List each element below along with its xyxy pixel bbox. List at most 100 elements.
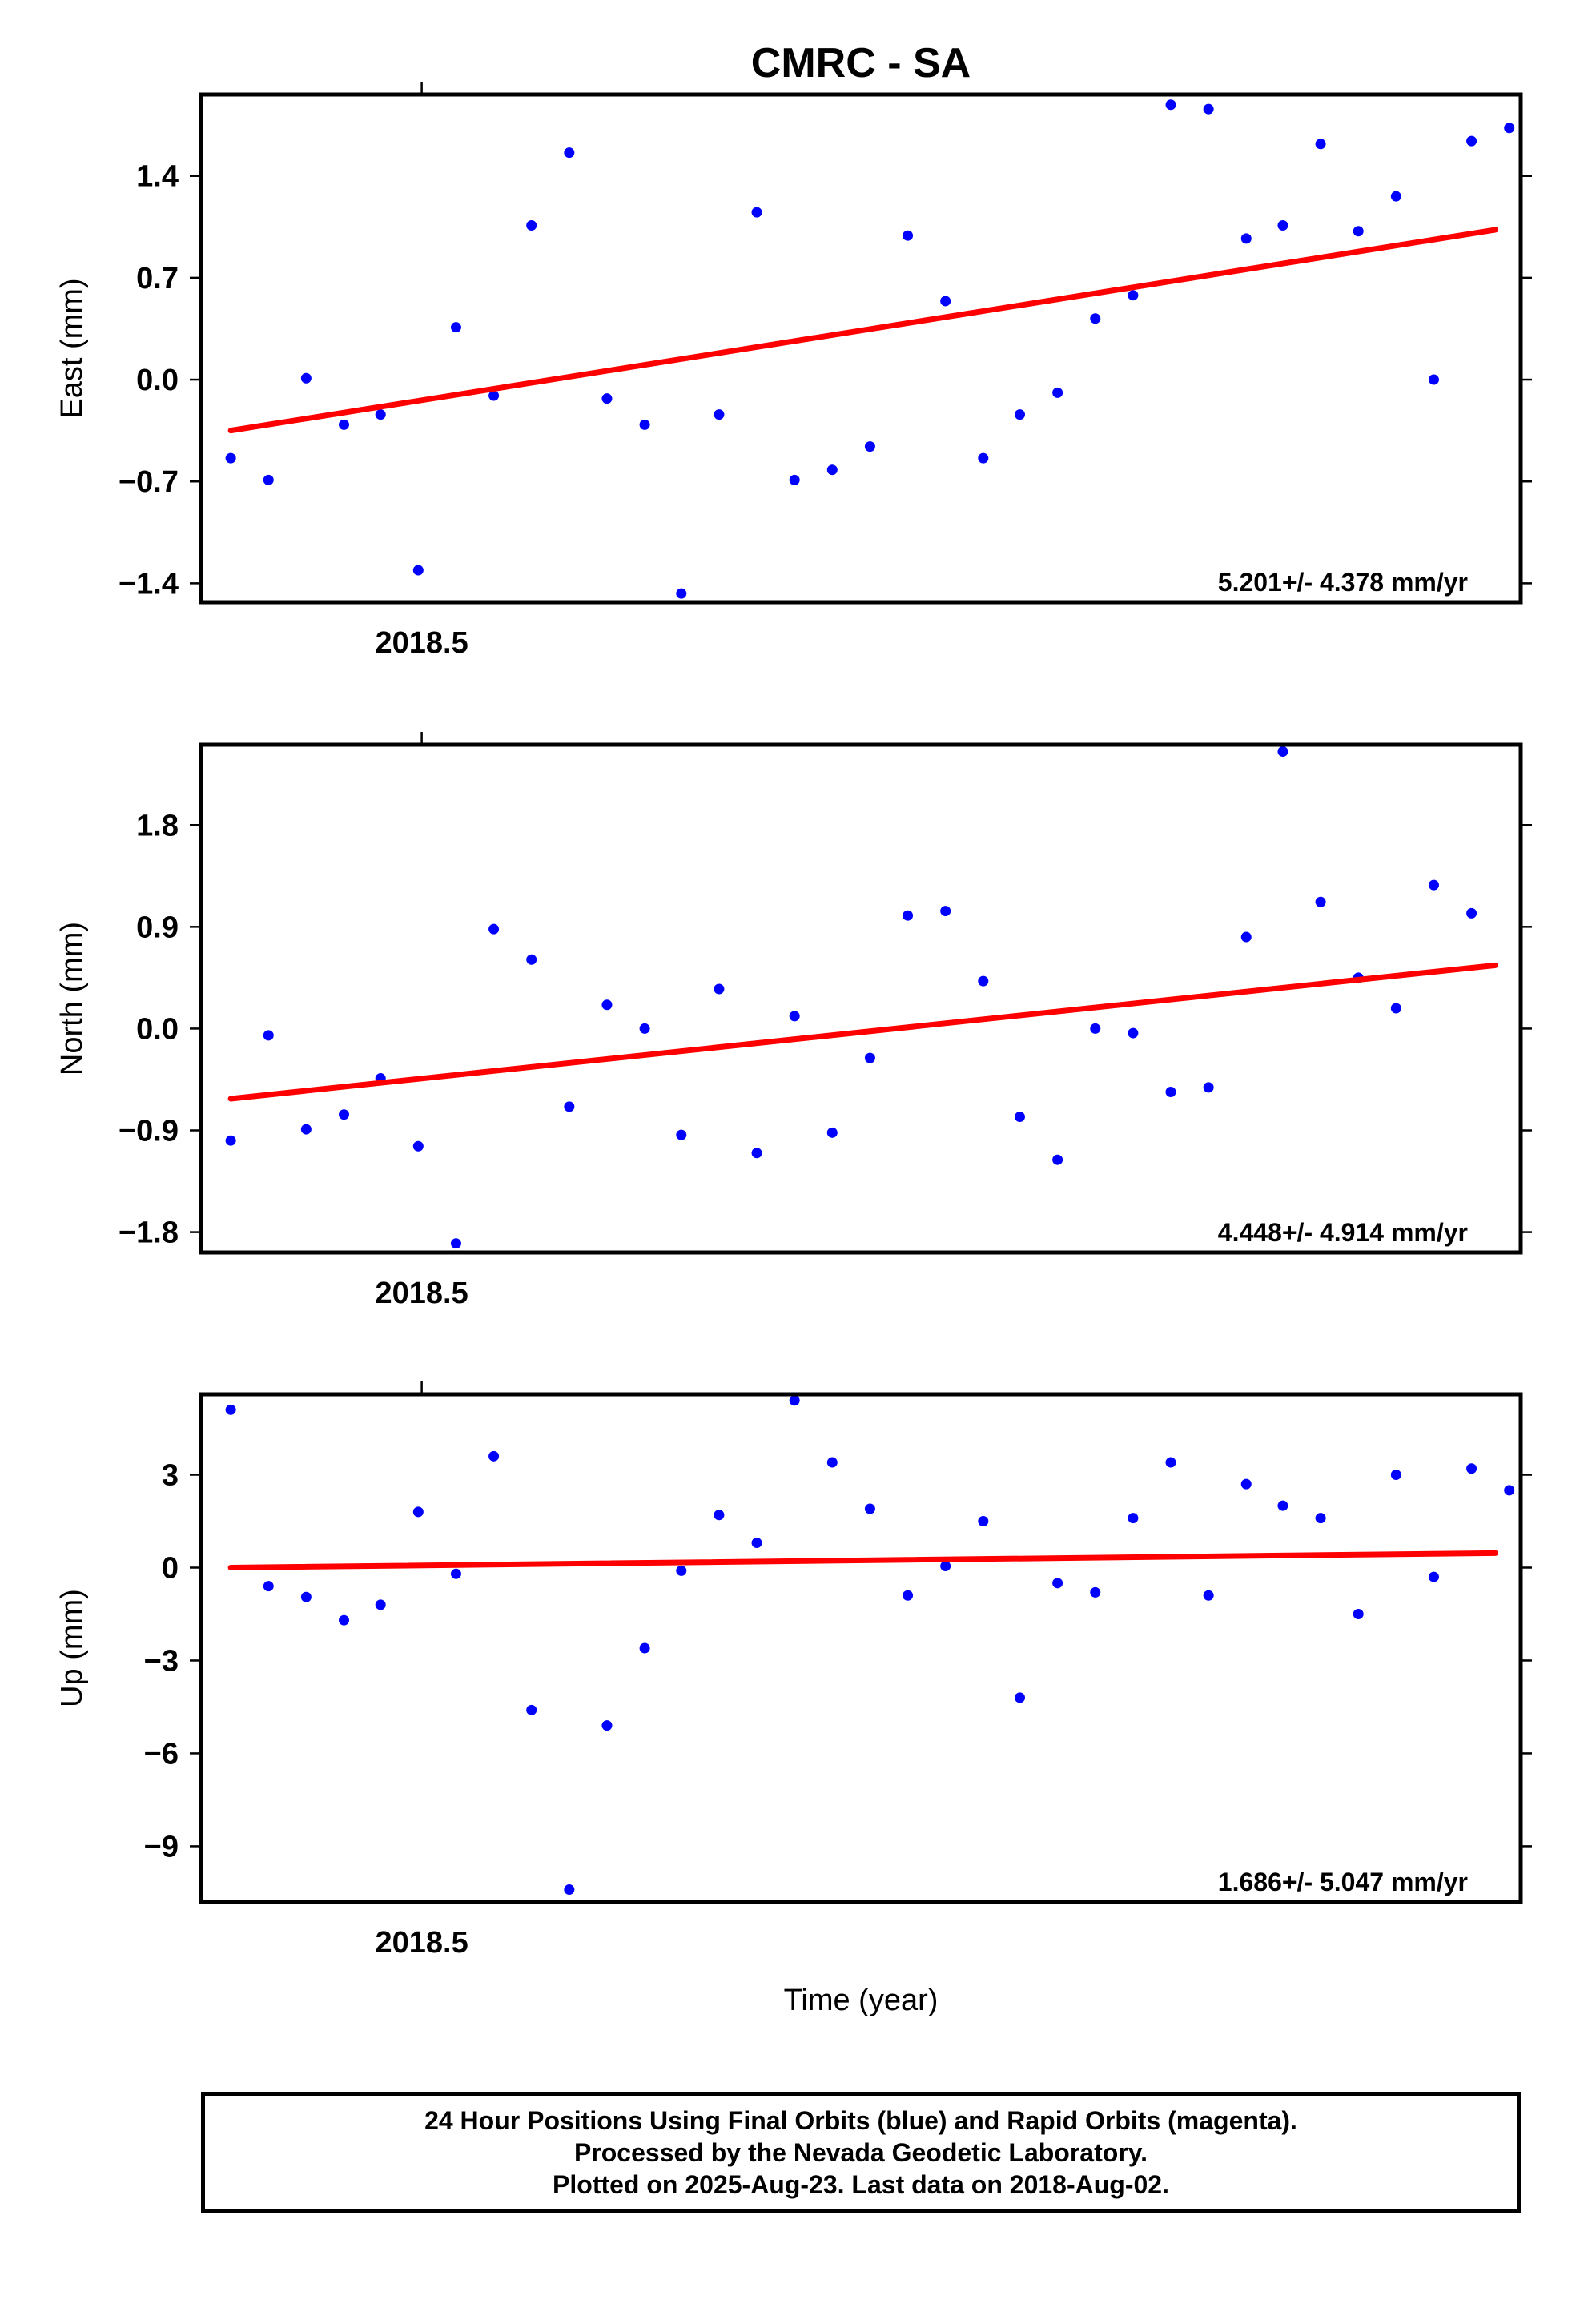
east-data-point bbox=[601, 393, 613, 404]
east-data-point bbox=[488, 390, 500, 401]
up-data-point bbox=[1015, 1692, 1026, 1703]
up-ytick-label: −3 bbox=[144, 1644, 179, 1678]
east-data-point bbox=[263, 474, 274, 485]
north-data-point bbox=[639, 1023, 650, 1034]
north-data-point bbox=[826, 1127, 838, 1138]
figure-title: CMRC - SA bbox=[751, 40, 971, 86]
north-ytick-label: −0.9 bbox=[119, 1115, 179, 1148]
north-frame bbox=[199, 742, 1523, 1255]
north-data-point bbox=[714, 983, 725, 995]
north-xtick-label: 2018.5 bbox=[376, 1277, 468, 1310]
north-ytick-label: 0.0 bbox=[136, 1012, 179, 1046]
north-data-point bbox=[564, 1101, 575, 1112]
east-data-point bbox=[339, 419, 350, 430]
north-data-point bbox=[339, 1109, 350, 1120]
up-data-point bbox=[1315, 1513, 1326, 1524]
east-data-point bbox=[412, 565, 424, 576]
east-data-point bbox=[751, 207, 762, 218]
up-data-point bbox=[526, 1704, 537, 1715]
north-data-point bbox=[1015, 1112, 1026, 1123]
x-axis-label: Time (year) bbox=[784, 1984, 939, 2017]
east-data-point bbox=[903, 230, 914, 241]
north-data-point bbox=[1466, 907, 1477, 919]
east-data-point bbox=[714, 409, 725, 420]
east-data-point bbox=[864, 441, 875, 452]
footer-line-3: Plotted on 2025-Aug-23. Last data on 201… bbox=[553, 2169, 1169, 2199]
east-ytick-label: 0.0 bbox=[136, 364, 179, 397]
footer-box: 24 Hour Positions Using Final Orbits (bl… bbox=[201, 2092, 1521, 2213]
north-data-point bbox=[450, 1238, 461, 1249]
north-data-point bbox=[225, 1135, 236, 1146]
east-data-point bbox=[940, 296, 951, 307]
up-data-point bbox=[1428, 1571, 1439, 1582]
east-data-point bbox=[526, 219, 537, 231]
up-data-point bbox=[300, 1591, 312, 1602]
up-ytick-label: −9 bbox=[144, 1830, 179, 1864]
east-data-point bbox=[1128, 290, 1139, 301]
north-data-point bbox=[1128, 1027, 1139, 1039]
up-data-point bbox=[903, 1590, 914, 1601]
north-data-point bbox=[412, 1140, 424, 1152]
up-data-point bbox=[1277, 1500, 1288, 1511]
up-ytick-label: 3 bbox=[162, 1459, 179, 1493]
north-ytick-label: 1.8 bbox=[136, 809, 179, 842]
up-data-point bbox=[339, 1614, 350, 1626]
up-data-point bbox=[263, 1581, 274, 1592]
north-data-point bbox=[300, 1124, 312, 1135]
east-trend-line bbox=[227, 227, 1499, 434]
north-rate-text: 4.448+/- 4.914 mm/yr bbox=[1218, 1218, 1468, 1247]
east-ytick-label: −0.7 bbox=[119, 465, 179, 499]
east-data-point bbox=[450, 322, 461, 333]
east-data-point bbox=[300, 372, 312, 384]
up-data-point bbox=[1353, 1608, 1364, 1619]
up-panel: 3 0 −3 −6 −9 2018.5 Up (mm) 1.686+/- 5.047 mm/y… bbox=[55, 1381, 1532, 1960]
north-data-point bbox=[1240, 931, 1252, 943]
up-data-point bbox=[450, 1568, 461, 1579]
east-data-point bbox=[564, 147, 575, 159]
north-data-point bbox=[488, 923, 500, 935]
north-data-point bbox=[978, 975, 989, 987]
up-data-point bbox=[751, 1538, 762, 1549]
north-data-point bbox=[1090, 1023, 1101, 1034]
north-data-point bbox=[864, 1052, 875, 1063]
east-data-point bbox=[1203, 103, 1214, 115]
up-data-point bbox=[412, 1506, 424, 1518]
north-data-point bbox=[940, 906, 951, 917]
footer-line-1: 24 Hour Positions Using Final Orbits (bl… bbox=[424, 2105, 1297, 2135]
north-ytick-label: −1.8 bbox=[119, 1216, 179, 1250]
east-ytick-label: 0.7 bbox=[136, 262, 179, 296]
north-y-axis-label: North (mm) bbox=[55, 922, 89, 1076]
up-y-axis-label: Up (mm) bbox=[55, 1589, 89, 1707]
up-data-point bbox=[1203, 1590, 1214, 1601]
east-data-point bbox=[1504, 123, 1515, 134]
east-data-point bbox=[1277, 219, 1288, 231]
up-data-point bbox=[488, 1450, 500, 1462]
north-data-point bbox=[1315, 896, 1326, 907]
north-data-point bbox=[789, 1011, 800, 1022]
up-xtick-label: 2018.5 bbox=[376, 1926, 468, 1960]
east-y-axis-label: East (mm) bbox=[55, 278, 89, 418]
east-xtick-label: 2018.5 bbox=[376, 626, 468, 660]
east-data-point bbox=[1090, 313, 1101, 324]
east-data-point bbox=[1052, 387, 1063, 398]
up-data-point bbox=[1240, 1478, 1252, 1490]
up-frame bbox=[199, 1392, 1523, 1904]
north-data-point bbox=[263, 1030, 274, 1041]
east-data-point bbox=[676, 588, 687, 599]
east-frame bbox=[199, 92, 1523, 605]
north-data-point bbox=[1277, 746, 1288, 757]
up-data-point bbox=[1165, 1457, 1176, 1468]
north-data-point bbox=[526, 954, 537, 965]
east-data-point bbox=[789, 474, 800, 485]
east-data-point bbox=[1165, 99, 1176, 111]
north-data-point bbox=[676, 1129, 687, 1140]
east-data-point bbox=[1315, 139, 1326, 150]
east-data-point bbox=[225, 452, 236, 464]
east-data-point bbox=[1428, 374, 1439, 385]
up-data-point bbox=[1052, 1578, 1063, 1589]
north-data-point bbox=[903, 910, 914, 921]
up-data-point bbox=[601, 1720, 613, 1731]
east-panel: 1.4 0.7 0.0 −0.7 −1.4 2018.5 East (mm) 5.201+/-… bbox=[55, 82, 1532, 660]
up-data-point bbox=[225, 1404, 236, 1415]
north-data-point bbox=[1428, 879, 1439, 891]
